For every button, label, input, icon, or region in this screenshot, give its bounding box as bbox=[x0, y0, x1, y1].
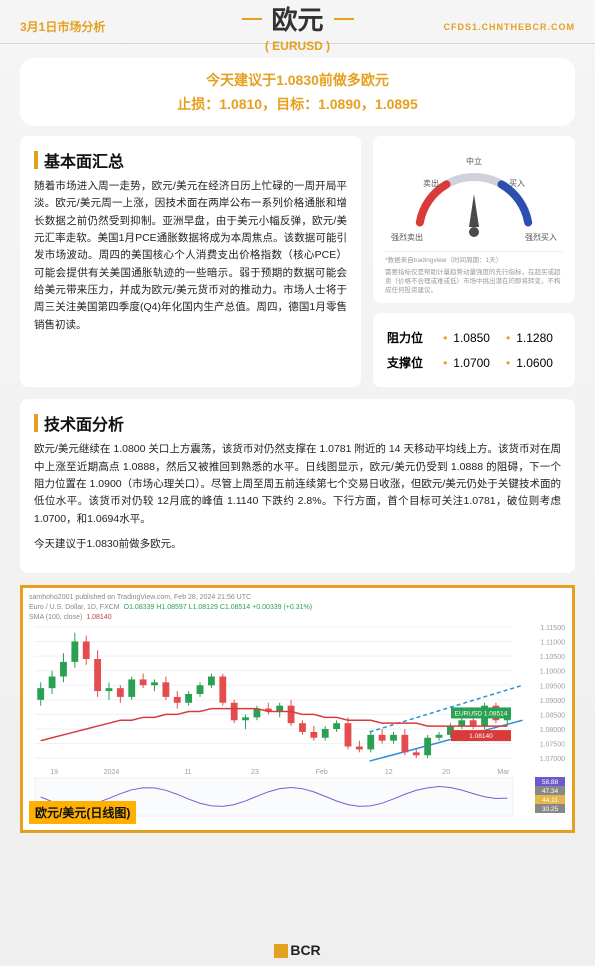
technical-title: 技术面分析 bbox=[34, 411, 561, 435]
technical-p2: 今天建议于1.0830前做多欧元。 bbox=[34, 536, 561, 553]
svg-text:1.11500: 1.11500 bbox=[540, 625, 565, 632]
svg-text:2024: 2024 bbox=[104, 769, 120, 776]
svg-text:1.08000: 1.08000 bbox=[540, 727, 565, 734]
page-subtitle: ( EURUSD ) bbox=[241, 39, 353, 53]
right-column: 强烈卖出 卖出 中立买入强烈买入 *数据来自tradingview（时间周期：1天）… bbox=[373, 136, 575, 387]
footer: BCR bbox=[0, 934, 595, 966]
svg-text:58.88: 58.88 bbox=[542, 779, 559, 786]
svg-text:强烈卖出: 强烈卖出 bbox=[391, 232, 423, 242]
chart-info: Euro / U.S. Dollar, 1D, FXCM O1.08339 H1… bbox=[29, 604, 566, 611]
chart-card: samhoho2001 published on TradingView.com… bbox=[20, 585, 575, 833]
chart-sma-line: SMA (100, close) 1.08140 bbox=[29, 614, 566, 621]
resistance-1: •1.0850 bbox=[443, 331, 490, 345]
resistance-row: 阻力位 •1.0850 •1.1280 bbox=[387, 325, 561, 350]
page: 3月1日市场分析 欧元 ( EURUSD ) CFDS1.CHNTHEBCR.C… bbox=[0, 0, 595, 966]
technical-body: 欧元/美元继续在 1.0800 关口上方震荡，该货币对仍然支撑在 1.0781 … bbox=[34, 441, 561, 553]
svg-text:中立: 中立 bbox=[466, 156, 482, 166]
svg-text:1.08500: 1.08500 bbox=[540, 713, 565, 720]
resistance-values: •1.0850 •1.1280 bbox=[435, 331, 561, 345]
page-title: 欧元 bbox=[271, 0, 323, 37]
svg-text:19: 19 bbox=[50, 769, 58, 776]
logo-square-icon bbox=[274, 944, 288, 958]
svg-text:Mar: Mar bbox=[497, 769, 510, 776]
support-2: •1.0600 bbox=[506, 356, 553, 370]
decor-line bbox=[241, 18, 261, 20]
chart-badge: 欧元/美元(日线图) bbox=[29, 801, 136, 824]
svg-text:1.07000: 1.07000 bbox=[540, 756, 565, 763]
site-url: CFDS1.CHNTHEBCR.COM bbox=[444, 22, 576, 32]
header: 3月1日市场分析 欧元 ( EURUSD ) CFDS1.CHNTHEBCR.C… bbox=[0, 0, 595, 44]
candlestick-chart: 1.11500 1.11000 1.10500 1.10000 1.09500 1.090… bbox=[29, 624, 569, 819]
svg-text:1.09500: 1.09500 bbox=[540, 684, 565, 691]
fundamental-body: 随着市场进入周一走势，欧元/美元在经济日历上忙碌的一周开局平淡。欧元/美元周一上… bbox=[34, 178, 347, 334]
svg-text:1.10500: 1.10500 bbox=[540, 654, 565, 661]
sma-value: 1.08140 bbox=[86, 614, 111, 621]
svg-text:20: 20 bbox=[442, 769, 450, 776]
svg-text:23: 23 bbox=[251, 769, 259, 776]
svg-text:30.25: 30.25 bbox=[542, 806, 559, 813]
svg-text:EURUSD 1.08514: EURUSD 1.08514 bbox=[455, 711, 508, 718]
svg-text:强烈买入: 强烈买入 bbox=[525, 233, 557, 242]
svg-text:12: 12 bbox=[385, 769, 393, 776]
support-values: •1.0700 •1.0600 bbox=[435, 356, 561, 370]
support-1: •1.0700 bbox=[443, 356, 490, 370]
svg-text:1.11000: 1.11000 bbox=[540, 640, 565, 647]
svg-text:11: 11 bbox=[184, 769, 191, 776]
advice-line1: 今天建议于1.0830前做多欧元 bbox=[36, 70, 559, 90]
date-label: 3月1日市场分析 bbox=[20, 18, 105, 35]
svg-text:47.34: 47.34 bbox=[542, 788, 559, 795]
chart-attribution: samhoho2001 published on TradingView.com… bbox=[29, 594, 566, 601]
svg-text:44.11: 44.11 bbox=[542, 797, 558, 804]
sma-label: SMA (100, close) bbox=[29, 614, 82, 621]
svg-text:1.10000: 1.10000 bbox=[540, 669, 565, 676]
footer-logo: BCR bbox=[0, 942, 595, 958]
header-center: 欧元 ( EURUSD ) bbox=[241, 0, 353, 53]
row-1: 基本面汇总 随着市场进入周一走势，欧元/美元在经济日历上忙碌的一周开局平淡。欧元… bbox=[20, 136, 575, 387]
resistance-label: 阻力位 bbox=[387, 329, 435, 346]
gauge-card: 强烈卖出 卖出 中立买入强烈买入 *数据来自tradingview（时间周期：1天）… bbox=[373, 136, 575, 303]
levels-card: 阻力位 •1.0850 •1.1280 支撑位 •1.0700 •1.0600 bbox=[373, 313, 575, 387]
svg-text:1.09000: 1.09000 bbox=[540, 698, 565, 705]
svg-text:1.07500: 1.07500 bbox=[540, 742, 565, 749]
fundamental-title: 基本面汇总 bbox=[34, 148, 347, 172]
support-label: 支撑位 bbox=[387, 354, 435, 371]
svg-text:卖出: 卖出 bbox=[423, 178, 439, 188]
advice-box: 今天建议于1.0830前做多欧元 止损：1.0810，目标：1.0890，1.0… bbox=[20, 58, 575, 126]
resistance-2: •1.1280 bbox=[506, 331, 553, 345]
gauge-footnote-1: *数据来自tradingview（时间周期：1天） bbox=[385, 256, 563, 265]
gauge-svg: 强烈卖出 卖出 中立买入强烈买入 bbox=[389, 150, 559, 245]
svg-text:1.08140: 1.08140 bbox=[469, 733, 493, 740]
advice-line2: 止损：1.0810，目标：1.0890，1.0895 bbox=[36, 94, 559, 114]
gauge-footnote-2: 需要指标仅是帮助计量趋势动量强度的先行指标，在超买或超卖（价格不合理或难或低）市… bbox=[385, 268, 563, 295]
chart-ohlc: O1.08339 H1.08597 L1.08129 C1.08514 +0.0… bbox=[124, 604, 312, 611]
technical-card: 技术面分析 欧元/美元继续在 1.0800 关口上方震荡，该货币对仍然支撑在 1… bbox=[20, 399, 575, 573]
support-row: 支撑位 •1.0700 •1.0600 bbox=[387, 350, 561, 375]
svg-text:Feb: Feb bbox=[316, 769, 328, 776]
chart-wrap: 1.11500 1.11000 1.10500 1.10000 1.09500 1.090… bbox=[29, 624, 566, 824]
gauge-footnote: *数据来自tradingview（时间周期：1天） 需要指标仅是帮助计量趋势动量… bbox=[385, 251, 563, 295]
decor-line bbox=[334, 18, 354, 20]
chart-info-pair: Euro / U.S. Dollar, 1D, FXCM bbox=[29, 604, 120, 611]
technical-p1: 欧元/美元继续在 1.0800 关口上方震荡，该货币对仍然支撑在 1.0781 … bbox=[34, 441, 561, 528]
fundamental-card: 基本面汇总 随着市场进入周一走势，欧元/美元在经济日历上忙碌的一周开局平淡。欧元… bbox=[20, 136, 361, 387]
svg-text:买入: 买入 bbox=[509, 179, 525, 188]
